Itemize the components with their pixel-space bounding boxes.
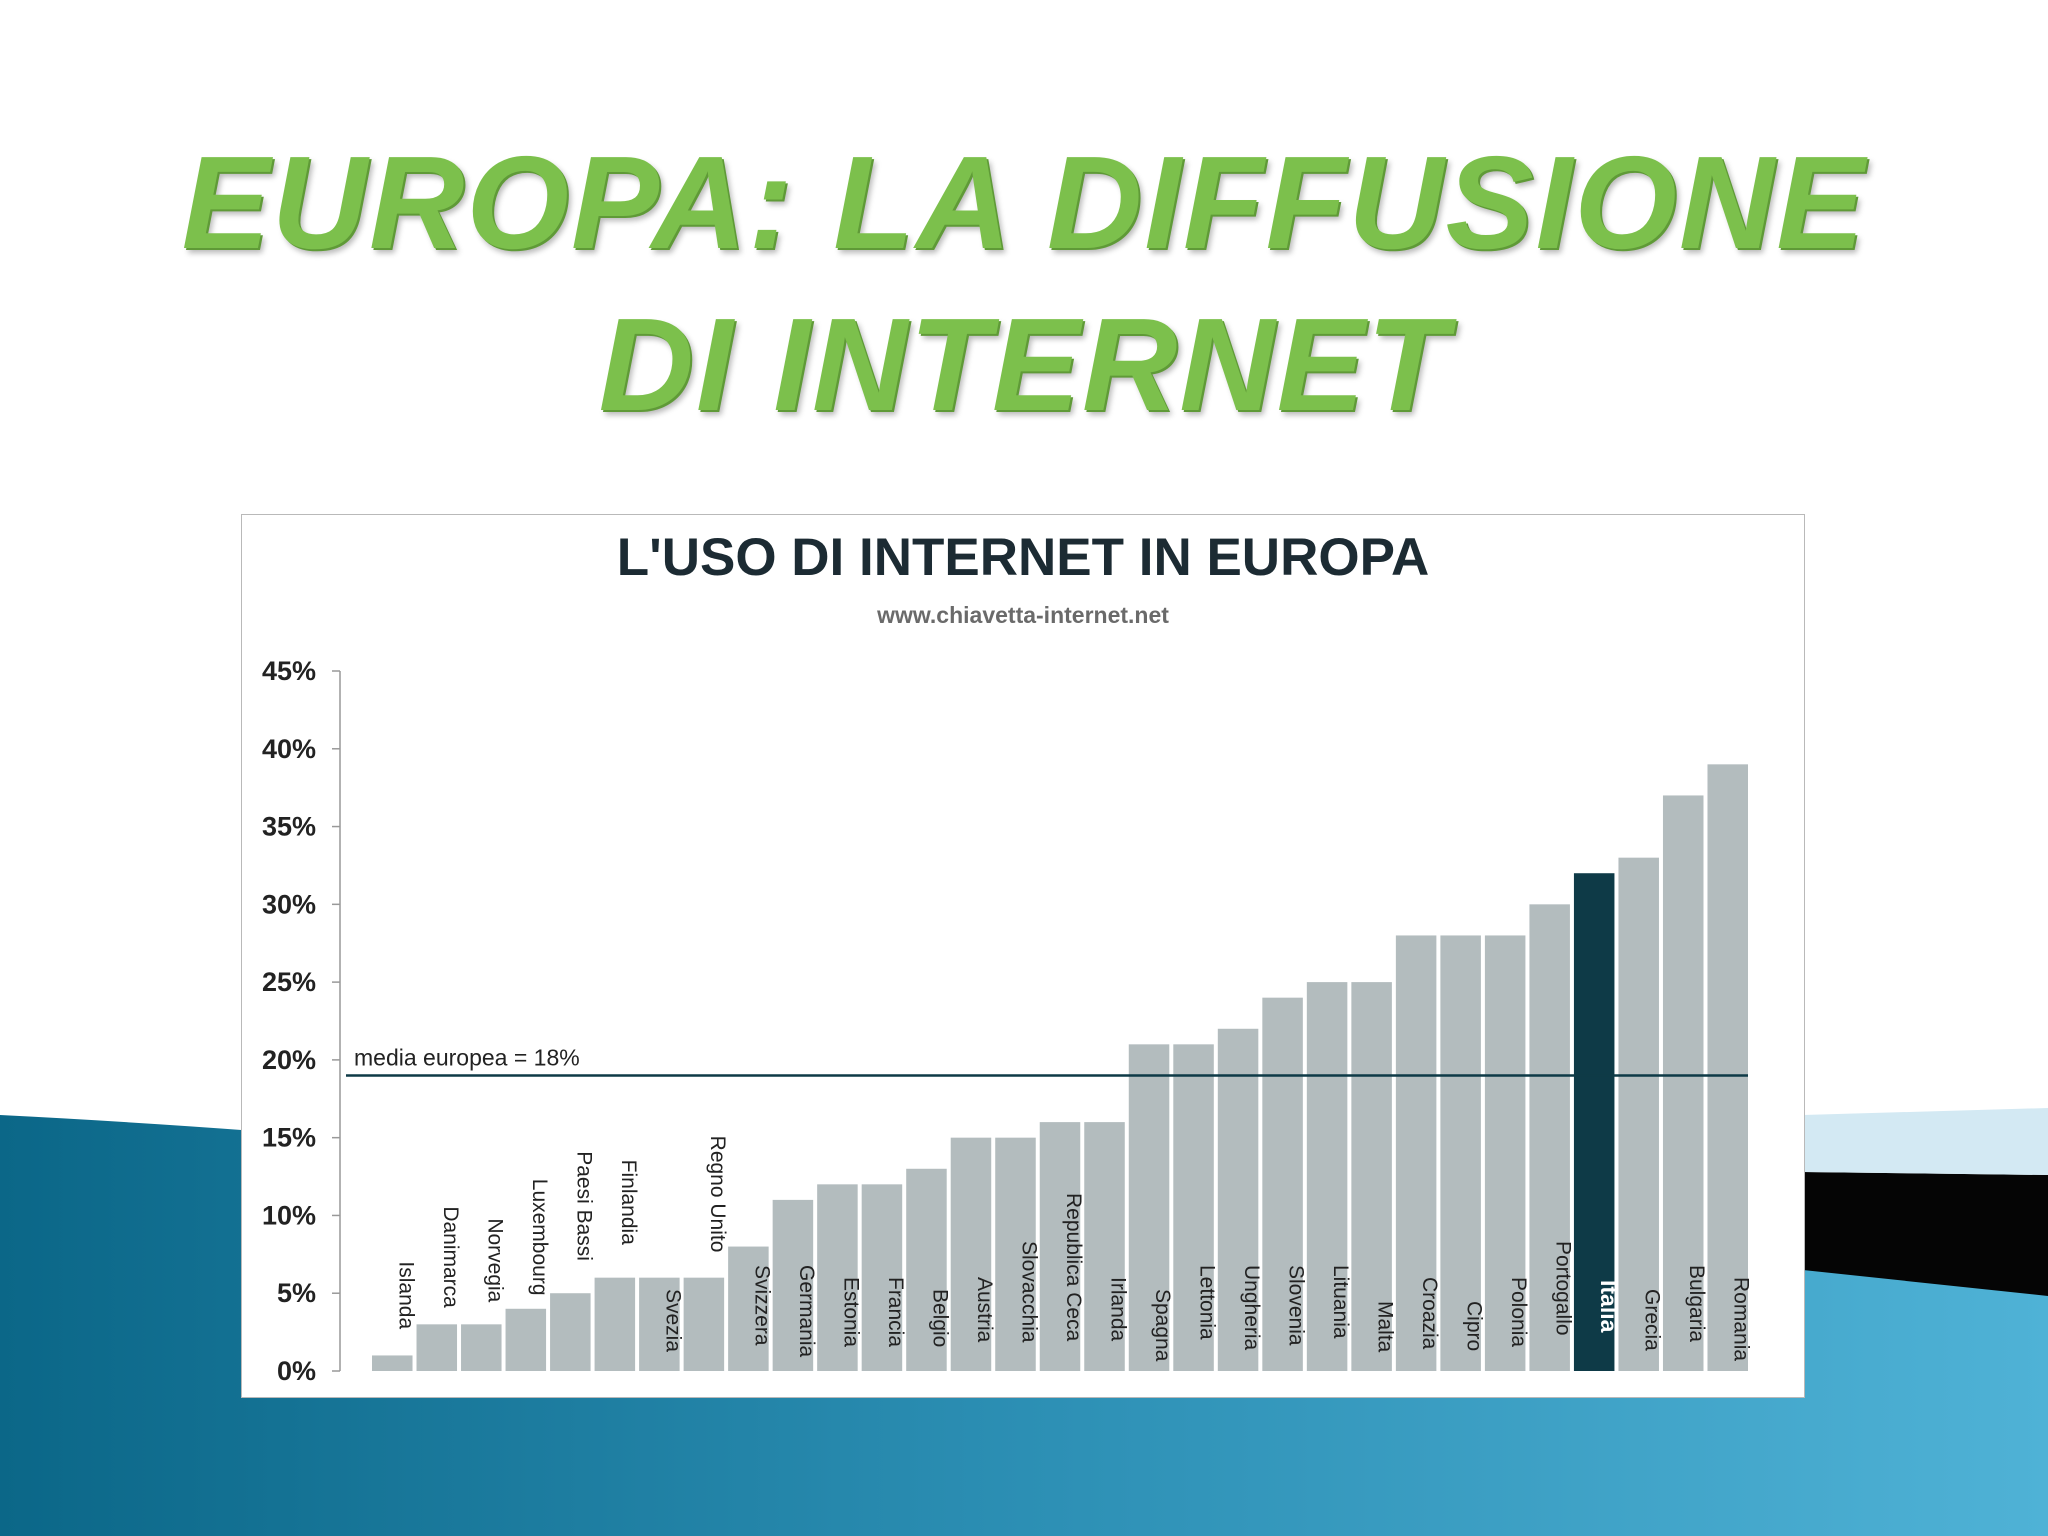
bar-belgio (906, 1168, 947, 1371)
y-axis-ticks: 0% 5% 10% 15% 20% 25% 30% 35% 40% 45% (262, 656, 340, 1386)
slide-title: EUROPA: LA DIFFUSIONE DI INTERNET (0, 122, 2048, 446)
bar-germania (772, 1199, 814, 1371)
bar-svizzera (728, 1246, 769, 1371)
category-label: Belgio (928, 1289, 951, 1347)
category-label: Svezia (661, 1289, 684, 1352)
y-tick-label: 15% (262, 1123, 316, 1153)
y-tick-label: 25% (262, 967, 316, 997)
bar-slovenia (1262, 997, 1303, 1371)
category-label: Romania (1730, 1277, 1753, 1361)
category-label: Slovacchia (1017, 1241, 1040, 1343)
category-label: Regno Unito (706, 1136, 729, 1253)
bar-chart: L'USO DI INTERNET IN EUROPA www.chiavett… (262, 528, 1753, 1386)
bar-norvegia (461, 1324, 502, 1371)
slide-title-line-1: EUROPA: LA DIFFUSIONE (181, 129, 1867, 276)
y-tick-label: 0% (277, 1356, 316, 1386)
category-label: Lituania (1329, 1265, 1352, 1339)
category-label: Spagna (1151, 1289, 1174, 1362)
category-label: Norvegia (483, 1218, 506, 1302)
bar-danimarca (416, 1324, 458, 1371)
category-label: Lettonia (1196, 1265, 1219, 1340)
category-label: Islanda (394, 1261, 417, 1329)
category-label: Austria (973, 1277, 996, 1343)
category-label: Bulgaria (1685, 1265, 1708, 1342)
category-label: Danimarca (439, 1206, 462, 1308)
slide-title-line-2: DI INTERNET (598, 291, 1450, 438)
average-line-label: media europea = 18% (354, 1044, 580, 1070)
bar-series (372, 764, 1748, 1371)
y-tick-label: 30% (262, 889, 316, 919)
bar-lituania (1306, 982, 1348, 1371)
bar-irlanda (1084, 1122, 1125, 1371)
y-tick-label: 20% (262, 1045, 316, 1075)
category-label: Polonia (1507, 1277, 1530, 1347)
bar-croazia (1395, 935, 1437, 1371)
bar-bulgaria (1662, 795, 1704, 1371)
category-label: Cipro (1463, 1301, 1486, 1351)
category-label: Francia (884, 1277, 907, 1347)
bar-slovacchia (995, 1137, 1036, 1371)
bar-romania (1707, 764, 1748, 1371)
category-label: Italia (1596, 1280, 1622, 1333)
y-tick-label: 5% (277, 1278, 316, 1308)
reference-line-group: media europea = 18% (346, 1044, 1748, 1077)
bar-islanda (372, 1355, 413, 1371)
category-label: Republica Ceca (1062, 1193, 1085, 1342)
category-label: Luxembourg (528, 1179, 551, 1296)
bar-ungheria (1217, 1028, 1259, 1371)
chart-subtitle: www.chiavetta-internet.net (876, 602, 1169, 628)
category-label: Malta (1374, 1301, 1397, 1353)
bar-finlandia (594, 1277, 636, 1371)
bar-republica-ceca (1039, 1122, 1081, 1371)
bar-svezia (639, 1277, 680, 1371)
bar-regno-unito (683, 1277, 725, 1371)
bar-estonia (817, 1184, 858, 1371)
category-label: Svizzera (750, 1265, 773, 1346)
bar-portogallo (1529, 904, 1570, 1371)
category-label: Irlanda (1107, 1277, 1130, 1342)
bar-luxembourg (505, 1308, 547, 1371)
category-label: Grecia (1641, 1289, 1664, 1351)
category-label: Estonia (839, 1277, 862, 1347)
y-tick-label: 45% (262, 656, 316, 686)
bar-spagna (1128, 1044, 1170, 1371)
category-label: Germania (795, 1265, 818, 1358)
bar-lettonia (1173, 1044, 1214, 1371)
chart-title: L'USO DI INTERNET IN EUROPA (617, 528, 1430, 587)
y-tick-label: 10% (262, 1200, 316, 1230)
category-label: Slovenia (1285, 1265, 1308, 1346)
bar-polonia (1484, 935, 1526, 1371)
category-label: Finlandia (617, 1160, 640, 1246)
category-label: Paesi Bassi (572, 1151, 595, 1261)
chart-panel: L'USO DI INTERNET IN EUROPA www.chiavett… (241, 514, 1805, 1398)
bar-austria (950, 1137, 992, 1371)
category-labels: Islanda Danimarca Norvegia Luxembourg Paesi … (394, 1136, 1752, 1362)
bar-malta (1351, 982, 1392, 1371)
category-label: Portogallo (1552, 1241, 1575, 1336)
bar-francia (861, 1184, 903, 1371)
category-label: Croazia (1418, 1277, 1441, 1350)
y-tick-label: 40% (262, 734, 316, 764)
bar-italia (1573, 873, 1615, 1371)
category-label: Ungheria (1240, 1265, 1263, 1351)
y-tick-label: 35% (262, 812, 316, 842)
bar-paesi-bassi (550, 1293, 591, 1371)
bar-grecia (1618, 857, 1659, 1371)
bar-cipro (1440, 935, 1481, 1371)
